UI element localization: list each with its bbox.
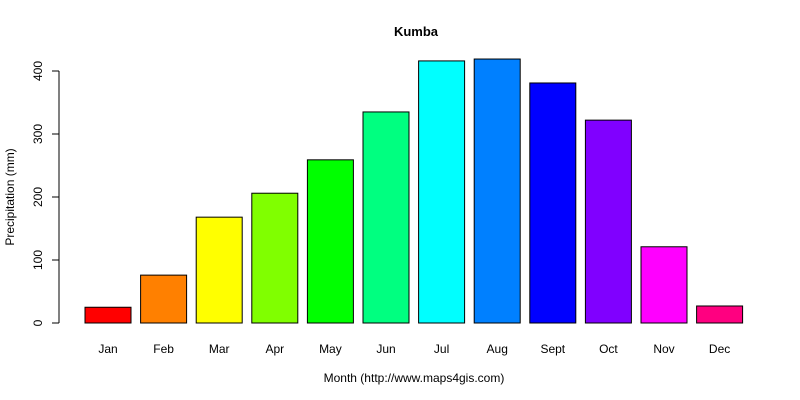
bar-oct (584, 119, 632, 324)
y-tick-label: 400 (31, 61, 45, 81)
x-tick-label: Oct (599, 342, 618, 356)
x-tick-label: Mar (209, 342, 230, 356)
y-tick-label: 300 (31, 124, 45, 144)
bar-jun (362, 111, 410, 324)
bar-aug (473, 58, 521, 324)
bar-mar (195, 216, 243, 324)
x-tick-label: Jan (98, 342, 117, 356)
bar-may (306, 159, 354, 324)
x-tick-label: Aug (487, 342, 508, 356)
x-tick-label: Jun (376, 342, 395, 356)
chart-title: Kumba (394, 24, 439, 39)
bar-feb (140, 274, 188, 324)
bar-jan (84, 306, 132, 324)
bar-nov (640, 246, 688, 324)
bars (84, 58, 744, 324)
y-axis-label: Precipitation (mm) (3, 148, 17, 245)
bar-sept (529, 82, 577, 324)
x-tick-label: Jul (434, 342, 449, 356)
x-tick-label: May (319, 342, 342, 356)
x-tick-label: Sept (540, 342, 565, 356)
y-axis: 0 100 200 300 400 (31, 61, 60, 326)
bar-jul (418, 60, 466, 324)
y-tick-label: 0 (31, 319, 45, 326)
bar-apr (251, 192, 299, 324)
x-tick-label: Feb (153, 342, 174, 356)
x-tick-label: Dec (709, 342, 730, 356)
x-tick-label: Nov (653, 342, 674, 356)
bar-dec (696, 305, 744, 324)
x-tick-label: Apr (265, 342, 284, 356)
y-tick-label: 200 (31, 187, 45, 207)
x-axis-label: Month (http://www.maps4gis.com) (324, 371, 505, 385)
x-axis-labels: Jan Feb Mar Apr May Jun Jul Aug Sept Oct Nov Dec (98, 342, 730, 356)
y-tick-label: 100 (31, 250, 45, 270)
